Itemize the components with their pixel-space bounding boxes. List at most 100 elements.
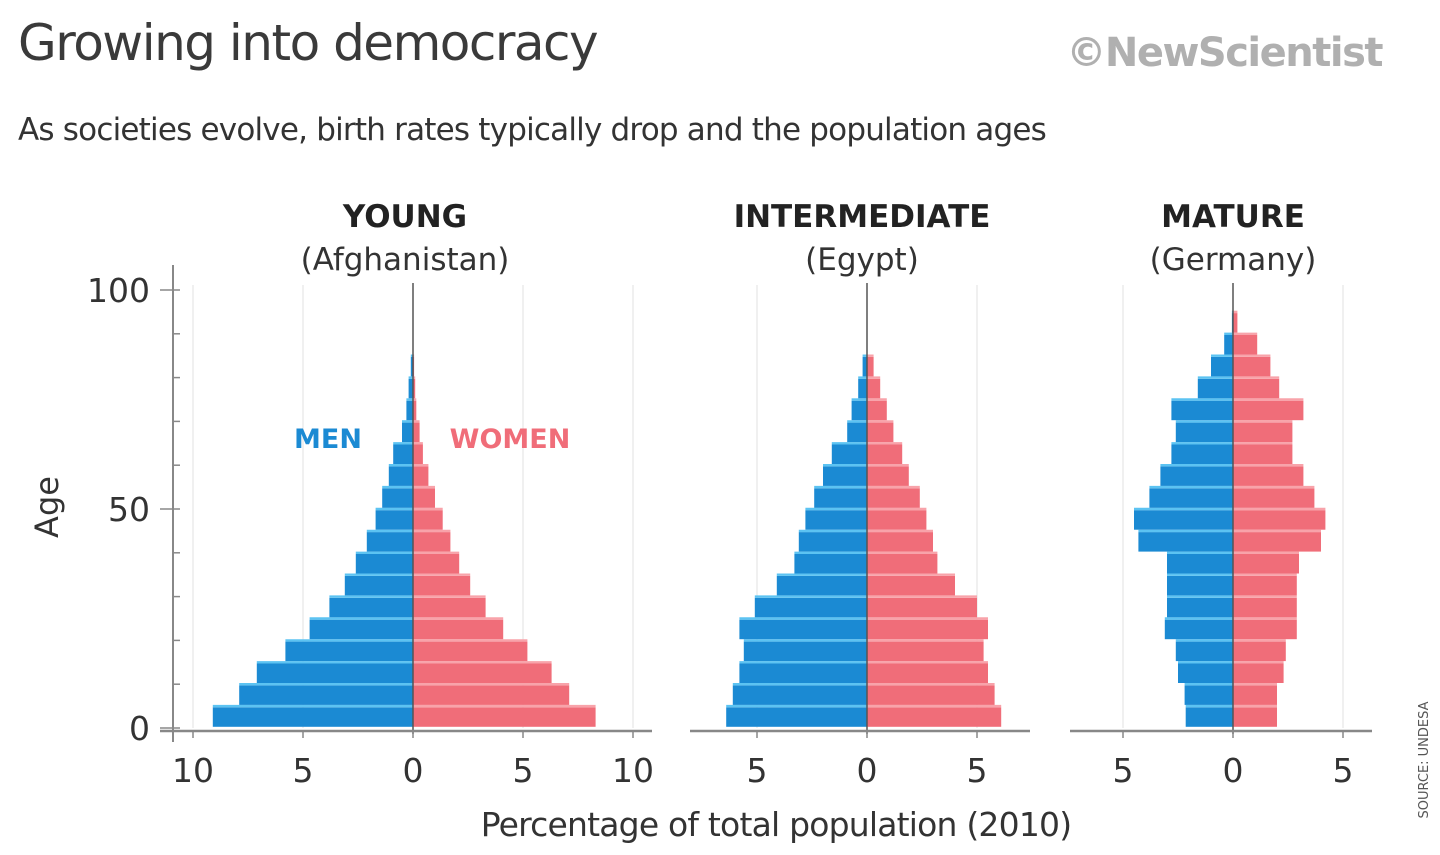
bar-men-15-19 (743, 641, 867, 662)
x-axis-label: Percentage of total population (2010) (481, 805, 1072, 844)
bar-men-30-34 (1167, 575, 1233, 596)
bar-women-25-29 (1233, 597, 1297, 618)
bar-women-45-49 (413, 510, 443, 530)
y-axis-label: Age (28, 476, 66, 538)
bar-women-40-44 (1233, 532, 1321, 552)
bar-women-20-24 (1233, 619, 1297, 640)
newscientist-logo: ©NewScientist (1066, 30, 1383, 76)
bar-men-85-89 (1224, 335, 1233, 355)
bar-women-55-59 (1233, 466, 1304, 486)
bar-men-55-59 (388, 466, 413, 486)
bar-women-85-89 (1233, 335, 1258, 355)
bar-men-25-29 (1167, 597, 1233, 618)
bar-men-80-84 (862, 356, 867, 377)
bar-men-0-4 (726, 707, 867, 727)
bars (212, 310, 1326, 727)
bar-women-60-64 (1233, 444, 1293, 464)
panel-country: (Afghanistan) (301, 242, 510, 278)
bar-women-30-34 (867, 575, 955, 596)
bar-men-35-39 (355, 554, 413, 574)
bar-men-20-24 (739, 619, 867, 640)
bar-women-70-74 (867, 400, 887, 421)
bar-women-20-24 (867, 619, 988, 640)
x-tick-label: 5 (513, 751, 534, 790)
axes (160, 265, 1372, 742)
bar-women-40-44 (867, 532, 933, 552)
bar-women-55-59 (413, 466, 429, 486)
panel-country: (Germany) (1150, 242, 1317, 278)
bar-women-40-44 (413, 532, 451, 552)
bar-men-75-79 (858, 378, 867, 399)
bar-men-45-49 (1134, 510, 1233, 530)
bar-men-5-9 (1184, 685, 1233, 705)
bar-men-80-84 (410, 356, 413, 377)
x-tick-label: 5 (1333, 751, 1354, 790)
bar-women-0-4 (413, 707, 596, 727)
bar-women-50-54 (1233, 488, 1315, 508)
bar-women-60-64 (867, 444, 903, 464)
bar-women-45-49 (1233, 510, 1326, 530)
bar-men-50-54 (382, 488, 413, 508)
x-tick-label: 5 (1113, 751, 1134, 790)
bar-women-10-14 (413, 663, 552, 683)
bar-women-15-19 (413, 641, 528, 662)
bar-men-75-79 (1197, 378, 1233, 399)
bar-women-65-69 (1233, 422, 1293, 443)
bar-women-65-69 (413, 422, 420, 443)
bar-women-5-9 (413, 685, 570, 705)
legend-women: WOMEN (450, 424, 571, 455)
bar-men-75-79 (408, 378, 413, 399)
x-tick-label: 0 (857, 751, 878, 790)
x-tick-label: 0 (1223, 751, 1244, 790)
bar-men-40-44 (798, 532, 867, 552)
bar-men-80-84 (1211, 356, 1233, 377)
bar-women-45-49 (867, 510, 927, 530)
bar-women-5-9 (1233, 685, 1277, 705)
bar-men-70-74 (851, 400, 867, 421)
bar-men-60-64 (393, 444, 413, 464)
chart-subtitle: As societies evolve, birth rates typical… (18, 112, 1047, 148)
bar-women-15-19 (867, 641, 984, 662)
bar-men-15-19 (1175, 641, 1233, 662)
bar-men-60-64 (831, 444, 867, 464)
bar-men-0-4 (212, 707, 413, 727)
bar-women-10-14 (1233, 663, 1284, 683)
bar-men-45-49 (375, 510, 413, 530)
y-tick-label: 0 (129, 709, 150, 748)
bar-men-70-74 (406, 400, 413, 421)
bar-women-0-4 (867, 707, 1002, 727)
bar-women-65-69 (867, 422, 894, 443)
bar-men-25-29 (754, 597, 867, 618)
panel-title: MATURE (1161, 199, 1305, 235)
bar-men-20-24 (309, 619, 413, 640)
bar-men-50-54 (814, 488, 867, 508)
bar-women-20-24 (413, 619, 504, 640)
bar-men-55-59 (1160, 466, 1233, 486)
x-tick-label: 5 (967, 751, 988, 790)
bar-men-55-59 (823, 466, 867, 486)
source-note: SOURCE: UNDESA (1417, 701, 1432, 818)
bar-men-10-14 (739, 663, 867, 683)
bar-women-35-39 (413, 554, 460, 574)
bar-men-0-4 (1185, 707, 1233, 727)
x-tick-label: 10 (172, 751, 214, 790)
bar-women-75-79 (867, 378, 881, 399)
chart-title: Growing into democracy (18, 14, 599, 72)
bar-men-65-69 (847, 422, 867, 443)
y-tick-label: 100 (87, 271, 150, 310)
panel-title: INTERMEDIATE (734, 199, 991, 235)
panel-title: YOUNG (342, 199, 467, 235)
x-tick-label: 10 (612, 751, 654, 790)
bar-women-35-39 (867, 554, 938, 574)
bar-women-15-19 (1233, 641, 1286, 662)
bar-men-15-19 (285, 641, 413, 662)
legend-men: MEN (294, 424, 362, 455)
bar-women-60-64 (413, 444, 423, 464)
bar-men-10-14 (256, 663, 413, 683)
bar-women-75-79 (1233, 378, 1280, 399)
bar-women-30-34 (413, 575, 471, 596)
bar-men-40-44 (1138, 532, 1233, 552)
x-tick-label: 5 (293, 751, 314, 790)
